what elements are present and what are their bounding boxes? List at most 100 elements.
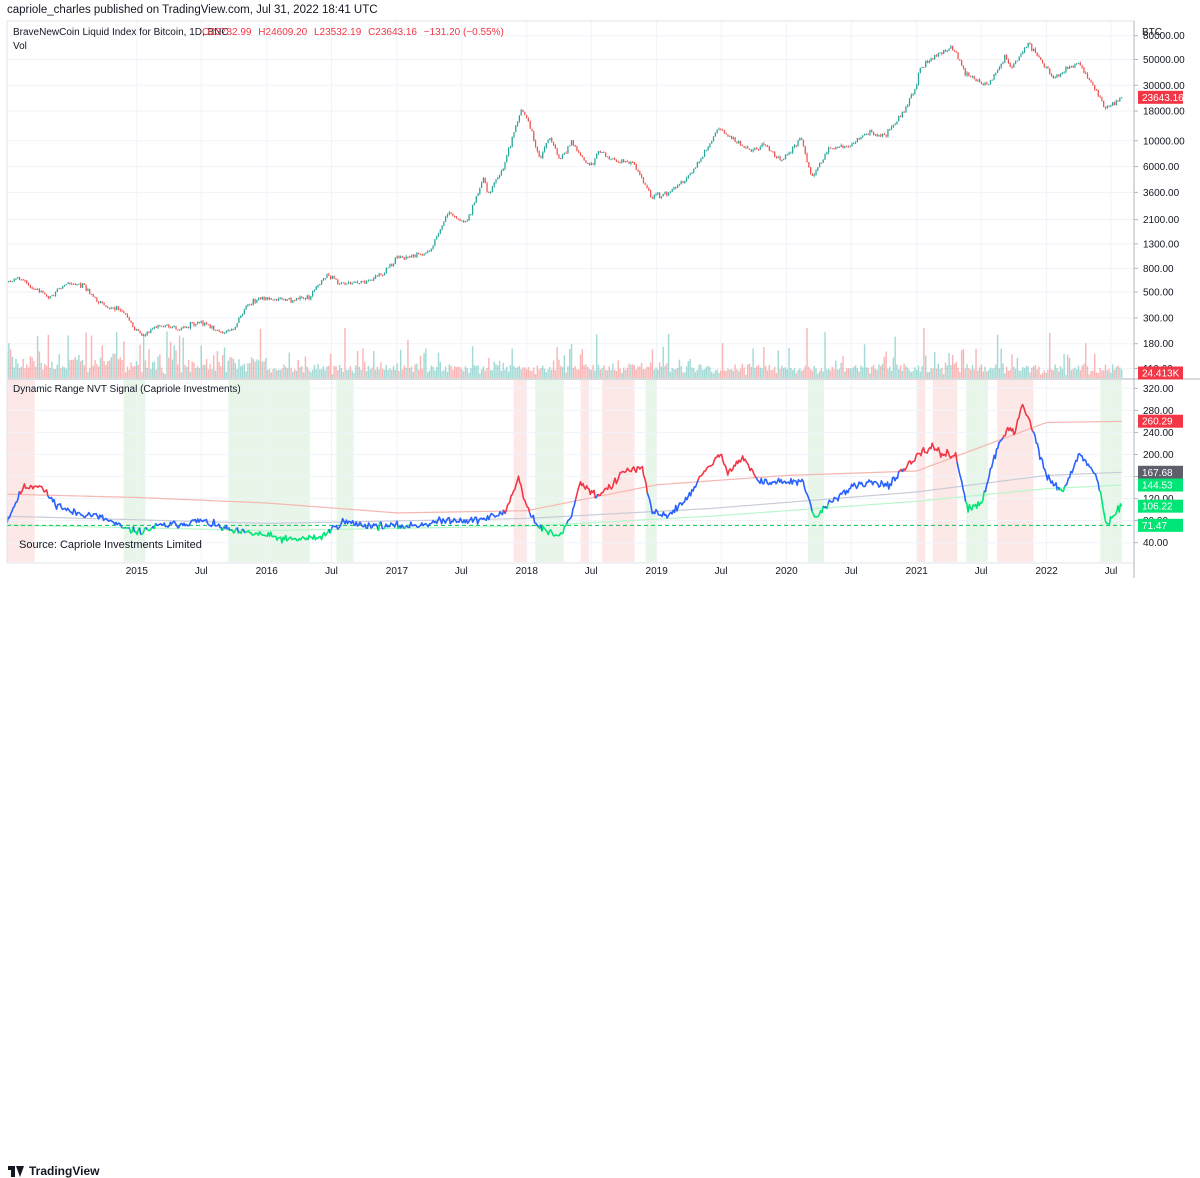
indicator-tick-label: 320.00 bbox=[1143, 384, 1174, 395]
nvt-signal-line bbox=[229, 528, 232, 532]
nvt-signal-line bbox=[594, 493, 599, 499]
time-tick-label: 2021 bbox=[906, 566, 929, 577]
nvt-signal-line bbox=[1059, 485, 1066, 493]
nvt-signal-line bbox=[384, 520, 400, 530]
nvt-signal-line bbox=[827, 471, 900, 504]
nvt-signal-line bbox=[826, 503, 829, 510]
nvt-signal-line bbox=[128, 526, 135, 534]
sell-zone bbox=[513, 380, 527, 562]
volume-badge bbox=[1138, 366, 1183, 380]
source-note: Source: Capriole Investments Limited bbox=[19, 539, 202, 551]
nvt-signal-line bbox=[755, 477, 813, 512]
nvt-signal-line bbox=[47, 495, 123, 529]
nvt-signal-line bbox=[903, 442, 958, 472]
nvt-signal-line bbox=[231, 528, 237, 534]
price-tick-label: 180.00 bbox=[1143, 339, 1174, 350]
published-note: capriole_charles published on TradingVie… bbox=[7, 4, 378, 16]
axis-unit-label: BTC bbox=[1142, 27, 1162, 38]
nvt-signal-line bbox=[138, 527, 142, 535]
price-badge-text: 23643.16 bbox=[1142, 93, 1184, 104]
price-tick-label: 18000.00 bbox=[1143, 107, 1185, 118]
nvt-signal-line bbox=[125, 526, 129, 529]
time-tick-label: 2016 bbox=[256, 566, 279, 577]
price-tick-label: 80000.00 bbox=[1143, 31, 1185, 42]
nvt-signal-line bbox=[241, 528, 246, 534]
nvt-signal-line bbox=[1098, 490, 1123, 527]
nvt-signal-line bbox=[398, 524, 406, 530]
nvt-signal-line bbox=[646, 479, 699, 519]
sell-zone bbox=[7, 380, 35, 562]
indicator-badge bbox=[1138, 414, 1183, 428]
indicator-tick-label: 240.00 bbox=[1143, 428, 1174, 439]
indicator-badge bbox=[1138, 499, 1183, 513]
nvt-signal-line bbox=[697, 453, 757, 481]
nvt-signal-line bbox=[822, 505, 828, 510]
legend-low: L23532.19 bbox=[314, 27, 362, 38]
tradingview-logo-text: TradingView bbox=[29, 1164, 100, 1178]
price-tick-label: 2100.00 bbox=[1143, 215, 1180, 226]
legend-change: −131.20 (−0.55%) bbox=[424, 27, 504, 38]
chart-grid bbox=[7, 21, 1134, 563]
time-tick-label: Jul bbox=[585, 566, 598, 577]
sell-zone bbox=[997, 380, 1034, 562]
indicator-tick-label: 280.00 bbox=[1143, 406, 1174, 417]
time-tick-label: 2017 bbox=[386, 566, 409, 577]
footer-bar: TradingView bbox=[0, 580, 1200, 1178]
nvt-signal-line bbox=[244, 528, 330, 544]
price-tick-label: 300.00 bbox=[1143, 313, 1174, 324]
sell-zone bbox=[580, 380, 590, 562]
upper-band-line bbox=[7, 420, 1122, 514]
indicator-tick-label: 200.00 bbox=[1143, 450, 1174, 461]
tradingview-logo[interactable]: TradingView bbox=[8, 1164, 99, 1178]
nvt-signal-line bbox=[223, 524, 229, 531]
indicator-axis[interactable]: 320.00280.00240.00200.00160.00120.0080.0… bbox=[1134, 384, 1183, 549]
buy-zone bbox=[966, 380, 988, 562]
nvt-signal-line bbox=[237, 528, 244, 535]
nvt-signal-line bbox=[379, 521, 384, 530]
volume-badge-text: 24.413K bbox=[1142, 369, 1180, 380]
nvt-signal-line bbox=[505, 475, 531, 513]
sell-zone bbox=[916, 380, 926, 562]
indicator-title: Dynamic Range NVT Signal (Capriole Inves… bbox=[13, 384, 241, 395]
nvt-signal-line bbox=[230, 528, 233, 532]
time-tick-label: 2022 bbox=[1035, 566, 1058, 577]
nvt-signal-line bbox=[574, 481, 597, 501]
svg-text:O23782.99 H24609.20: O23782.99 H24609.20 L23532.19 C23643.16 … bbox=[202, 27, 504, 38]
volume-down-bars bbox=[9, 328, 1119, 378]
nvt-signal-line bbox=[127, 526, 131, 530]
sell-zone bbox=[932, 380, 958, 562]
time-tick-label: Jul bbox=[845, 566, 858, 577]
time-tick-label: Jul bbox=[455, 566, 468, 577]
time-tick-label: Jul bbox=[325, 566, 338, 577]
nvt-signal-line bbox=[7, 491, 21, 524]
legend-volume: Vol bbox=[13, 41, 27, 52]
time-tick-label: 2018 bbox=[516, 566, 539, 577]
nvt-signal-line bbox=[811, 505, 824, 518]
nvt-signal-line bbox=[140, 526, 147, 536]
price-legend: BraveNewCoin Liquid Index for Bitcoin, 1… bbox=[13, 27, 504, 551]
price-tick-label: 10000.00 bbox=[1143, 136, 1185, 147]
volume-bars bbox=[7, 328, 1123, 378]
time-tick-label: 2015 bbox=[126, 566, 149, 577]
nvt-signal-line bbox=[983, 437, 1004, 493]
price-tick-label: 6000.00 bbox=[1143, 162, 1180, 173]
indicator-badge-text: 106.22 bbox=[1142, 502, 1173, 513]
indicator-tick-label: 120.00 bbox=[1143, 494, 1174, 505]
nvt-signal-line bbox=[154, 518, 224, 532]
price-candles bbox=[7, 42, 1123, 337]
nvt-signal-line bbox=[597, 465, 649, 497]
nvt-signal-line bbox=[235, 527, 240, 534]
nvt-signal-line bbox=[124, 526, 127, 529]
lower-band-line bbox=[7, 484, 1122, 532]
time-axis[interactable]: 2015 Jul 2016 Jul 2017 Jul 2018 Jul 2019 Jul 2020 J… bbox=[126, 566, 1118, 577]
price-tick-label: 50000.00 bbox=[1143, 55, 1185, 66]
indicator-badge bbox=[1138, 465, 1183, 479]
indicator-tick-label: 40.00 bbox=[1143, 538, 1168, 549]
nvt-signal-line bbox=[956, 461, 967, 502]
indicator-badge bbox=[1138, 478, 1183, 492]
legend-high: H24609.20 bbox=[258, 27, 307, 38]
nvt-signal-line bbox=[964, 490, 985, 513]
nvt-signal-line bbox=[134, 527, 141, 536]
